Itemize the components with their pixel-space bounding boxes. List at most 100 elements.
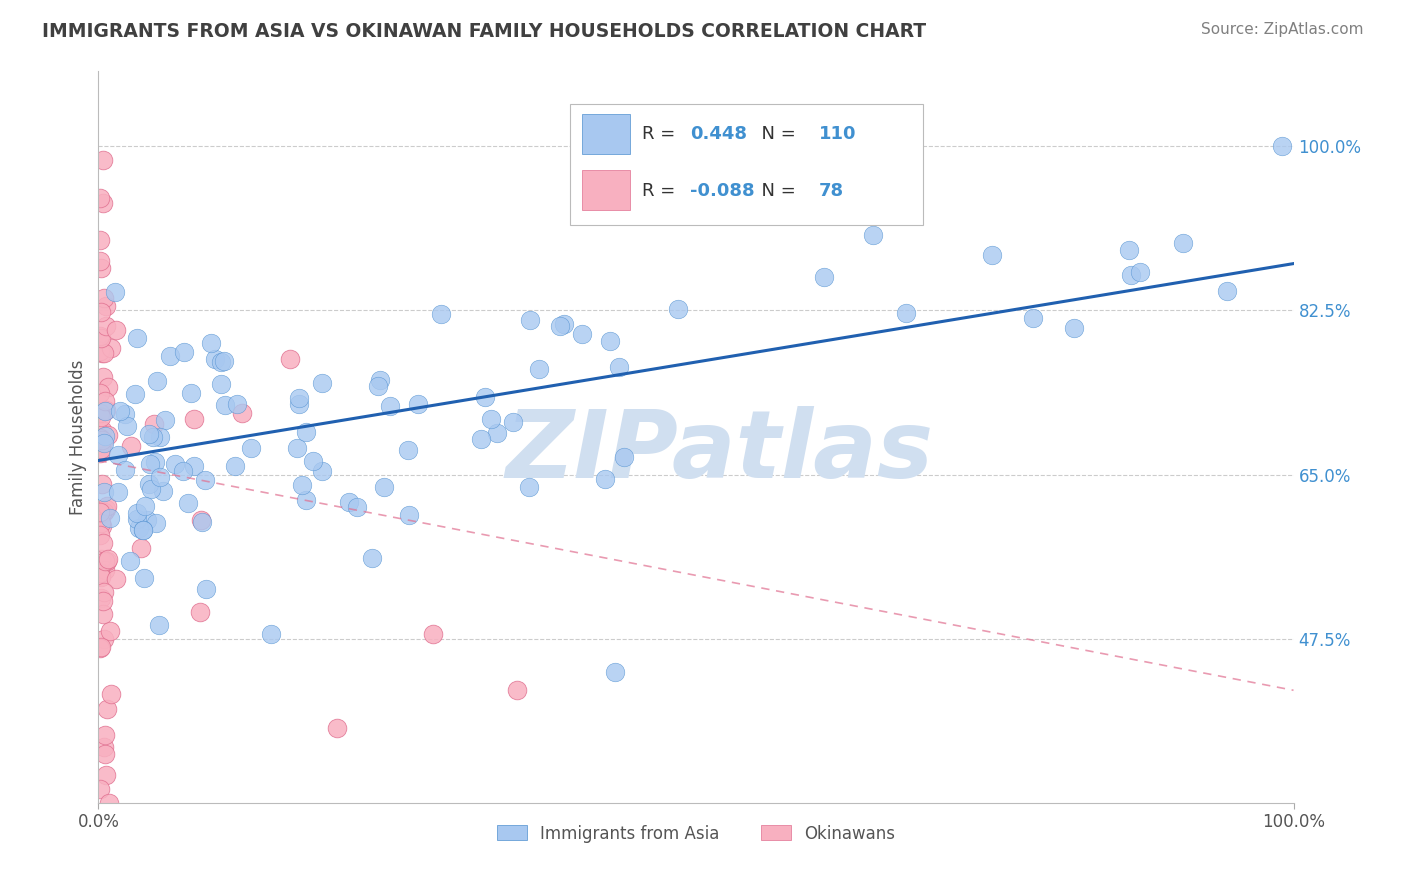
Point xyxy=(613,450,636,464)
Point xyxy=(194,474,217,488)
Point xyxy=(90,331,112,345)
Point xyxy=(93,429,115,443)
Point xyxy=(96,299,118,313)
Text: R =: R = xyxy=(643,182,681,200)
Point xyxy=(896,306,918,320)
Point xyxy=(115,419,138,434)
Point xyxy=(100,511,122,525)
Point xyxy=(589,205,612,219)
Point xyxy=(124,387,146,401)
Point xyxy=(346,500,368,515)
Point xyxy=(190,513,212,527)
Point xyxy=(361,551,384,566)
Point xyxy=(90,551,112,566)
Bar xyxy=(582,114,630,154)
Point xyxy=(89,191,111,205)
Point xyxy=(165,457,187,471)
Point xyxy=(152,483,174,498)
Point xyxy=(128,521,150,535)
Point xyxy=(149,470,172,484)
Point xyxy=(104,285,127,300)
Point xyxy=(97,380,120,394)
Point xyxy=(107,448,129,462)
Point xyxy=(519,313,541,327)
Point xyxy=(142,430,165,444)
Point xyxy=(93,291,115,305)
Point xyxy=(90,640,112,654)
Text: ZIPatlas: ZIPatlas xyxy=(506,406,934,498)
Point xyxy=(135,513,157,527)
Point xyxy=(93,563,115,577)
Point xyxy=(93,632,115,647)
Point xyxy=(294,425,316,439)
Point xyxy=(97,552,120,566)
Point xyxy=(609,359,631,374)
Text: 78: 78 xyxy=(820,182,844,200)
Point xyxy=(380,400,402,414)
Point xyxy=(134,499,156,513)
Point xyxy=(91,435,114,450)
Point xyxy=(295,493,318,508)
Point xyxy=(1129,265,1152,279)
Point xyxy=(599,334,621,348)
Point xyxy=(209,376,232,391)
Point xyxy=(291,478,314,492)
Point xyxy=(141,482,163,496)
Point xyxy=(91,153,114,168)
Point xyxy=(194,582,217,596)
Point xyxy=(90,477,112,491)
Point xyxy=(813,270,835,285)
Point xyxy=(593,472,616,486)
Point xyxy=(153,413,176,427)
Point xyxy=(98,796,121,810)
Point xyxy=(90,570,112,584)
Point xyxy=(89,344,111,359)
Point xyxy=(90,261,112,276)
Point xyxy=(571,327,593,342)
Point xyxy=(90,305,112,319)
Point xyxy=(93,484,115,499)
Point xyxy=(138,427,160,442)
FancyBboxPatch shape xyxy=(571,104,922,225)
Point xyxy=(91,423,114,437)
Point xyxy=(90,433,112,447)
Point xyxy=(143,455,166,469)
Point xyxy=(288,397,311,411)
Point xyxy=(89,254,111,268)
Point xyxy=(214,398,236,412)
Point xyxy=(89,566,111,580)
Point xyxy=(430,307,453,321)
Point xyxy=(125,512,148,526)
Bar xyxy=(582,170,630,211)
Point xyxy=(191,516,214,530)
Point xyxy=(603,665,626,679)
Point xyxy=(337,495,360,509)
Point xyxy=(100,341,122,355)
Point xyxy=(96,767,118,781)
Point xyxy=(143,417,166,432)
Point xyxy=(94,393,117,408)
Point xyxy=(89,781,111,796)
Point xyxy=(118,554,141,568)
Point xyxy=(129,541,152,555)
Point xyxy=(224,459,246,474)
Point xyxy=(145,374,167,388)
Point xyxy=(105,572,128,586)
Point xyxy=(553,317,575,331)
Point xyxy=(506,683,529,698)
Point xyxy=(90,518,112,533)
Point xyxy=(94,747,117,761)
Point xyxy=(96,499,118,513)
Point xyxy=(180,385,202,400)
Point xyxy=(502,415,524,429)
Point xyxy=(368,373,391,387)
Point xyxy=(550,319,572,334)
Point xyxy=(406,397,429,411)
Point xyxy=(134,571,156,585)
Point xyxy=(89,329,111,343)
Point xyxy=(1173,235,1195,250)
Point xyxy=(89,431,111,445)
Point xyxy=(981,248,1004,262)
Text: N =: N = xyxy=(749,125,801,143)
Point xyxy=(89,233,111,247)
